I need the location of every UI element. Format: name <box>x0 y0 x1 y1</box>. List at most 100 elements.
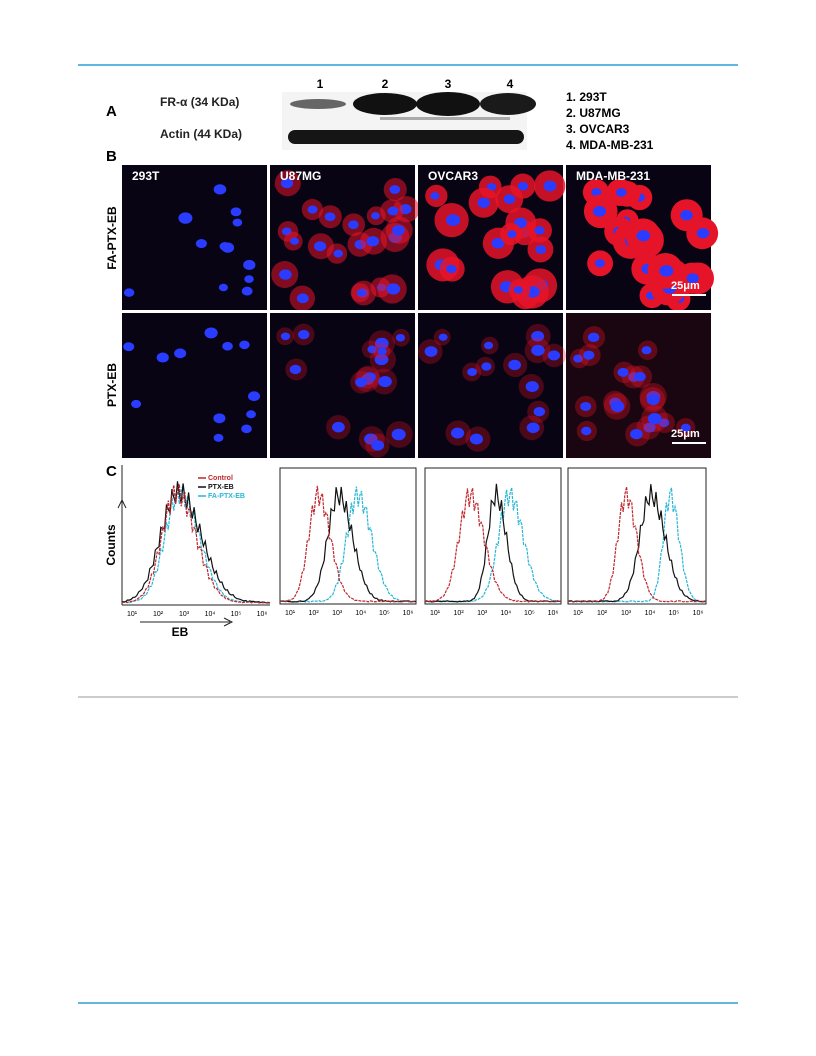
nucleus <box>243 259 256 270</box>
nucleus <box>430 192 440 200</box>
nucleus <box>366 236 380 247</box>
nucleus <box>377 347 387 356</box>
column-label: MDA-MB-231 <box>576 169 650 183</box>
legend-label: FA-PTX-EB <box>208 493 245 500</box>
nucleus <box>467 367 478 377</box>
micrograph: 25μm <box>566 313 711 458</box>
nucleus <box>641 346 652 355</box>
x-tick-label: 10² <box>309 610 320 617</box>
nucleus <box>533 406 546 417</box>
nucleus <box>218 283 228 292</box>
nucleus <box>615 188 627 197</box>
legend-label: Control <box>208 475 233 482</box>
nucleus <box>469 433 484 445</box>
band-label: Actin (44 KDa) <box>160 127 242 141</box>
nucleus <box>387 206 399 216</box>
x-axis-label: EB <box>172 625 189 639</box>
nucleus <box>526 422 540 434</box>
nucleus <box>508 359 522 371</box>
nucleus <box>314 241 327 252</box>
legend: Control PTX-EB FA-PTX-EB <box>198 475 245 500</box>
row-label: FA-PTX-EB <box>105 206 119 270</box>
nucleus <box>630 429 643 440</box>
nucleus <box>525 381 539 392</box>
nucleus <box>481 362 492 371</box>
nucleus <box>517 181 529 191</box>
histograms: 10¹ 10² 10³ 10⁴ 10⁵ 10⁶ 10¹ 10² 10³ 10⁴ 10⁵ 10⁶ 10¹ 1… <box>104 465 707 639</box>
nucleus <box>389 185 401 194</box>
nucleus <box>213 184 227 195</box>
nucleus <box>222 341 233 351</box>
x-tick-label: 10⁴ <box>355 610 366 617</box>
nucleus <box>534 226 545 235</box>
micrograph: U87MG <box>270 165 420 312</box>
nucleus <box>355 377 367 388</box>
nucleus <box>634 371 646 382</box>
micrograph: OVCAR3 <box>418 165 566 310</box>
x-tick-label: 10³ <box>477 610 488 617</box>
nucleus <box>592 205 607 217</box>
microscopy-grid: 293T U87MG OVCAR3 MDA-MB-231 25μm 25μm <box>122 165 719 458</box>
legend-label: PTX-EB <box>208 484 234 491</box>
column-label: U87MG <box>280 169 321 183</box>
nucleus <box>486 183 497 191</box>
nucleus <box>363 372 376 383</box>
x-tick-label: 10⁴ <box>645 610 656 617</box>
nucleus <box>531 344 545 356</box>
nucleus <box>445 214 461 226</box>
nucleus <box>583 350 595 360</box>
nucleus <box>239 340 250 350</box>
nucleus <box>289 364 302 375</box>
image-background <box>270 313 415 458</box>
nucleus <box>280 178 294 189</box>
histogram-curve <box>121 483 271 604</box>
y-axis-label: Counts <box>104 524 118 566</box>
histogram-curve <box>424 487 562 603</box>
histogram-curve <box>121 483 271 604</box>
nucleus <box>438 333 448 341</box>
nucleus <box>244 275 254 283</box>
nucleus <box>591 188 602 197</box>
nucleus <box>378 376 392 388</box>
x-tick-label: 10⁶ <box>403 610 414 617</box>
nucleus <box>213 433 224 442</box>
nucleus <box>587 332 600 342</box>
micrograph <box>417 313 566 458</box>
plot-frame <box>567 467 707 605</box>
nucleus <box>221 242 235 253</box>
nucleus <box>123 342 135 352</box>
nucleus <box>371 212 380 220</box>
nucleus <box>131 399 142 409</box>
nucleus <box>507 230 517 238</box>
histogram: 10¹ 10² 10³ 10⁴ 10⁵ 10⁶ <box>567 467 707 617</box>
plot-frame <box>279 467 417 605</box>
nucleus <box>696 228 710 239</box>
x-tick-label: 10³ <box>179 611 190 618</box>
plot-frame <box>424 467 562 605</box>
nucleus <box>658 418 670 428</box>
scale-bar-label: 25μm <box>671 428 700 440</box>
nucleus <box>280 332 291 341</box>
histogram: 10¹ 10² 10³ 10⁴ 10⁵ 10⁶ <box>424 467 562 617</box>
x-tick-label: 10³ <box>332 610 343 617</box>
nucleus <box>646 394 660 406</box>
nucleus <box>374 337 389 350</box>
nucleus <box>581 426 592 436</box>
nucleus <box>450 427 465 439</box>
scale-bar-label: 25μm <box>671 280 700 292</box>
nucleus <box>204 327 218 339</box>
nucleus <box>636 230 651 242</box>
panel-label: A <box>106 103 117 120</box>
nucleus <box>298 329 310 340</box>
nucleus <box>594 259 606 268</box>
nucleus <box>580 401 592 411</box>
nucleus <box>290 237 299 245</box>
histogram-curve <box>279 486 416 603</box>
nucleus <box>491 237 505 249</box>
nucleus <box>503 194 516 204</box>
nucleus <box>610 400 625 413</box>
nucleus <box>246 410 256 419</box>
x-tick-label: 10⁶ <box>548 610 559 617</box>
nucleus <box>324 212 336 222</box>
nucleus <box>348 220 359 230</box>
